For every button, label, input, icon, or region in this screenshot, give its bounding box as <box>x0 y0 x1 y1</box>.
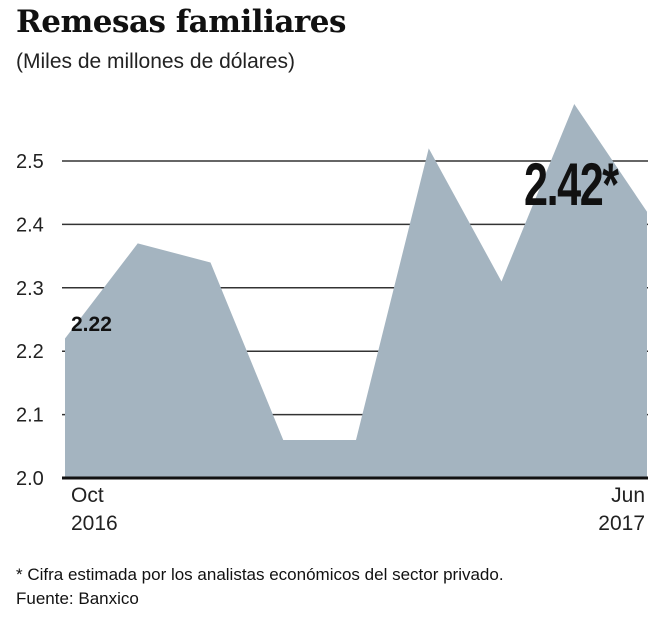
x-label-start-year: 2016 <box>71 512 118 535</box>
first-value-label: 2.22 <box>71 313 112 336</box>
x-label-end-month: Jun <box>611 484 645 507</box>
area-chart: 2.0 2.1 2.2 2.3 2.4 2.5 2.22 2.42* Oct 2016 J… <box>16 103 648 535</box>
y-tick-label: 2.2 <box>16 341 44 363</box>
y-tick-label: 2.1 <box>16 405 44 427</box>
last-value-label: 2.42* <box>524 152 620 219</box>
x-label-end-year: 2017 <box>598 512 645 535</box>
area-series <box>65 103 647 478</box>
y-tick-label: 2.3 <box>16 278 44 300</box>
footnote: * Cifra estimada por los analistas econó… <box>16 565 504 584</box>
y-tick-label: 2.0 <box>16 468 44 490</box>
source: Fuente: Banxico <box>16 589 139 608</box>
x-label-start-month: Oct <box>71 484 104 507</box>
chart-subtitle: (Miles de millones de dólares) <box>16 50 295 73</box>
y-tick-label: 2.5 <box>16 151 44 173</box>
chart-title: Remesas familiares <box>16 4 346 40</box>
y-tick-label: 2.4 <box>16 214 44 236</box>
